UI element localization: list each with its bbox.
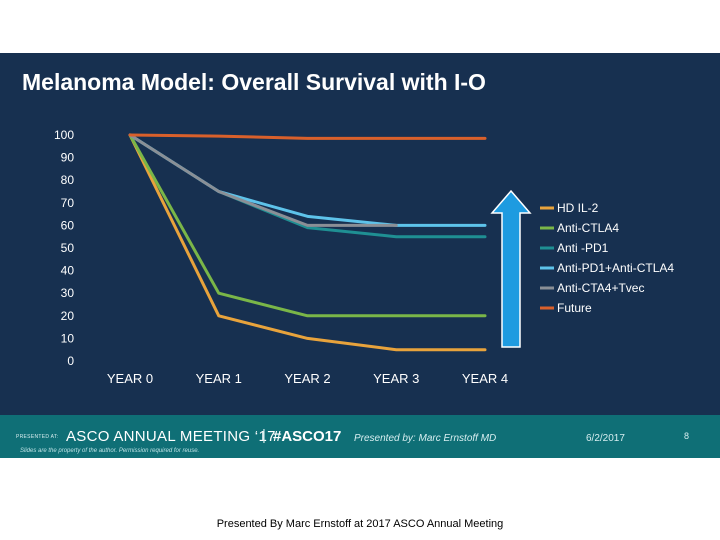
series-line bbox=[128, 133, 398, 227]
slide-title: Melanoma Model: Overall Survival with I-… bbox=[22, 69, 486, 95]
legend-label: HD IL-2 bbox=[557, 201, 599, 215]
legend-label: Future bbox=[557, 301, 592, 315]
legend-label: Anti -PD1 bbox=[557, 241, 609, 255]
y-tick-label: 30 bbox=[61, 286, 75, 300]
series-line bbox=[128, 133, 487, 239]
slide-date: 6/2/2017 bbox=[586, 433, 625, 444]
x-axis: YEAR 0 YEAR 1 YEAR 2 YEAR 3 YEAR 4 bbox=[107, 371, 508, 386]
y-tick-label: 40 bbox=[61, 264, 75, 278]
arrow-shape bbox=[490, 189, 532, 348]
y-tick-label: 10 bbox=[61, 331, 75, 345]
series-line bbox=[128, 133, 487, 227]
presenter-credit: Presented by: Marc Ernstoff MD bbox=[354, 433, 497, 444]
x-tick-label: YEAR 1 bbox=[196, 371, 242, 386]
y-tick-label: 90 bbox=[61, 151, 75, 165]
y-tick-label: 80 bbox=[61, 173, 75, 187]
y-tick-label: 0 bbox=[67, 354, 74, 368]
series-line bbox=[128, 133, 487, 140]
legend: HD IL-2 Anti-CTLA4 Anti -PD1 Anti-PD1+Anti-… bbox=[540, 201, 674, 315]
slide: Melanoma Model: Overall Survival with I-… bbox=[0, 53, 720, 458]
y-tick-label: 50 bbox=[61, 241, 75, 255]
y-tick-label: 70 bbox=[61, 196, 75, 210]
series-line bbox=[128, 133, 487, 318]
y-axis: 0 10 20 30 40 50 60 70 80 90 100 bbox=[54, 128, 74, 368]
series-lines bbox=[128, 133, 487, 352]
caption: Presented By Marc Ernstoff at 2017 ASCO … bbox=[216, 518, 504, 530]
legend-label: Anti-CTLA4 bbox=[557, 221, 619, 235]
y-tick-label: 20 bbox=[61, 309, 75, 323]
upward-arrow-icon bbox=[490, 189, 532, 348]
meeting-name: ASCO ANNUAL MEETING ‘17 bbox=[66, 428, 276, 445]
y-tick-label: 100 bbox=[54, 128, 74, 142]
x-tick-label: YEAR 3 bbox=[373, 371, 419, 386]
legend-label: Anti-CTA4+Tvec bbox=[557, 281, 644, 295]
x-tick-label: YEAR 4 bbox=[462, 371, 508, 386]
presented-at-label: PRESENTED AT: bbox=[16, 434, 59, 440]
disclaimer: Slides are the property of the author. P… bbox=[20, 448, 200, 454]
hashtag: #ASCO17 bbox=[273, 428, 342, 445]
y-tick-label: 60 bbox=[61, 218, 75, 232]
x-tick-label: YEAR 0 bbox=[107, 371, 153, 386]
footer-banner: PRESENTED AT: ASCO ANNUAL MEETING ‘17 | … bbox=[0, 415, 720, 458]
series-line bbox=[128, 133, 487, 352]
footer-separator: | bbox=[262, 427, 266, 444]
slide-number: 8 bbox=[684, 431, 690, 441]
legend-label: Anti-PD1+Anti-CTLA4 bbox=[557, 261, 674, 275]
x-tick-label: YEAR 2 bbox=[284, 371, 330, 386]
